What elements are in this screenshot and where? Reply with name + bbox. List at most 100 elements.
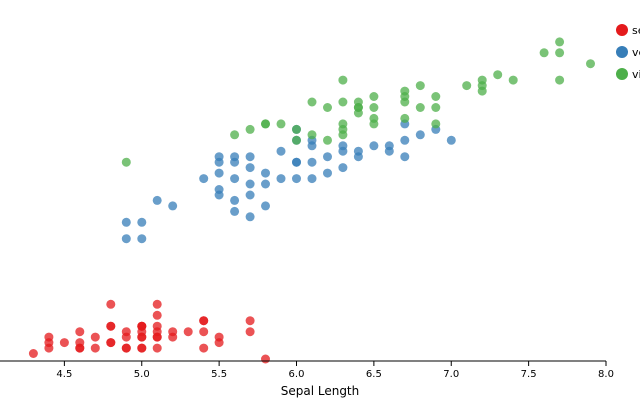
x-tick-label: 7.5 <box>521 369 537 380</box>
data-point <box>292 174 301 184</box>
data-point <box>276 174 286 184</box>
data-point <box>106 338 116 348</box>
data-point <box>323 152 332 162</box>
data-point <box>462 81 472 91</box>
data-point <box>323 168 332 178</box>
x-tick-label: 8.0 <box>598 369 614 380</box>
data-point <box>75 327 85 337</box>
data-point <box>261 354 270 364</box>
data-point <box>415 103 425 112</box>
data-point <box>137 343 147 353</box>
data-point <box>152 310 162 320</box>
data-point <box>152 299 162 309</box>
legend: se ve vi <box>616 24 640 81</box>
data-point <box>555 48 565 58</box>
data-point <box>493 70 503 80</box>
data-point <box>183 327 193 337</box>
data-point <box>307 130 317 140</box>
data-point <box>338 130 348 140</box>
data-point <box>230 174 240 184</box>
series-vi <box>121 37 595 167</box>
x-tick-label: 7.0 <box>443 369 459 380</box>
data-point <box>323 103 332 112</box>
data-point <box>245 316 255 326</box>
data-point <box>338 163 348 173</box>
data-point <box>152 343 162 353</box>
data-point <box>245 179 255 189</box>
x-tick-label: 6.5 <box>366 369 382 380</box>
series-ve <box>121 119 456 244</box>
data-point <box>477 86 487 96</box>
data-point <box>245 163 255 173</box>
data-point <box>508 75 518 85</box>
legend-label: se <box>632 24 640 37</box>
data-point <box>369 103 379 112</box>
data-point <box>121 234 131 244</box>
data-point <box>28 349 38 358</box>
x-tick-label: 4.5 <box>56 369 72 380</box>
data-point <box>292 157 301 167</box>
data-point <box>261 168 270 178</box>
data-point <box>214 332 224 342</box>
legend-label: vi <box>632 68 640 81</box>
data-point <box>199 327 209 337</box>
data-point <box>307 141 317 151</box>
legend-label: ve <box>632 46 640 59</box>
data-point <box>90 332 100 342</box>
x-ticks: 4.5 5.0 5.5 6.0 6.5 7.0 7.5 8.0 <box>56 361 614 380</box>
data-point <box>261 179 270 189</box>
data-point <box>323 135 332 145</box>
data-point <box>338 75 348 85</box>
data-point <box>307 157 317 167</box>
data-point <box>555 75 565 85</box>
data-point <box>384 146 394 156</box>
data-point <box>431 92 441 101</box>
data-point <box>121 327 131 337</box>
data-point <box>59 338 69 348</box>
data-point <box>137 234 147 244</box>
data-point <box>276 146 286 156</box>
data-point <box>245 190 255 200</box>
legend-swatch <box>616 24 628 36</box>
data-point <box>121 217 131 227</box>
data-point <box>292 124 301 134</box>
data-point <box>121 343 131 353</box>
data-point <box>338 146 348 156</box>
data-point <box>307 97 317 107</box>
data-point <box>152 195 162 205</box>
data-point <box>44 332 54 342</box>
x-axis-title: Sepal Length <box>281 384 360 398</box>
data-point <box>199 316 209 326</box>
data-point <box>168 327 178 337</box>
data-point <box>214 168 224 178</box>
data-point <box>353 103 363 112</box>
data-point <box>415 130 425 140</box>
data-point <box>137 217 147 227</box>
data-point <box>230 206 240 216</box>
data-point <box>276 119 286 129</box>
data-point <box>90 343 100 353</box>
data-point <box>245 152 255 162</box>
legend-swatch <box>616 46 628 58</box>
data-point <box>307 174 317 184</box>
data-point <box>369 92 379 101</box>
data-point <box>431 119 441 129</box>
data-point <box>261 119 270 129</box>
data-point <box>75 338 85 348</box>
data-point <box>586 59 595 69</box>
x-tick-label: 5.0 <box>134 369 150 380</box>
data-point <box>214 157 224 167</box>
data-point <box>539 48 549 58</box>
data-point <box>106 299 116 309</box>
data-point <box>245 212 255 222</box>
data-point <box>168 201 178 211</box>
data-point <box>415 81 425 91</box>
data-point <box>214 190 224 200</box>
data-point <box>400 113 410 123</box>
data-point <box>400 152 410 162</box>
points-layer <box>28 37 595 364</box>
series-se <box>28 299 270 364</box>
data-point <box>431 103 441 112</box>
data-point <box>245 327 255 337</box>
data-point <box>369 141 379 151</box>
